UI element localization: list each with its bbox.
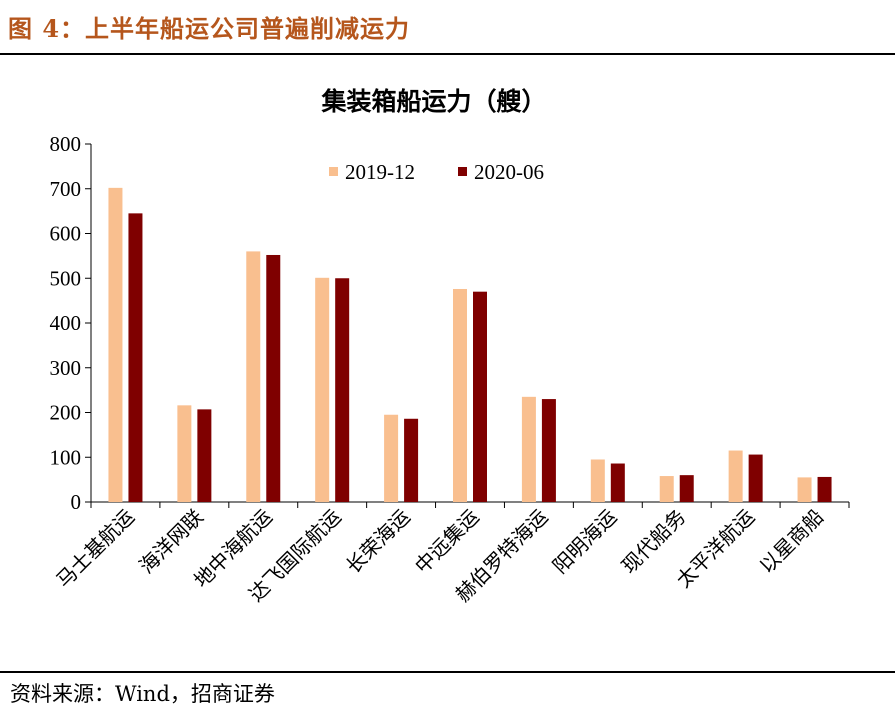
bar-2020-06 xyxy=(335,278,350,502)
bar-2020-06 xyxy=(679,475,694,502)
bar-2020-06 xyxy=(748,454,763,502)
bottom-rule xyxy=(0,671,895,673)
x-category-label: 马士基航运 xyxy=(51,505,139,593)
bar-2019-12 xyxy=(384,414,399,502)
bar-2019-12 xyxy=(590,459,605,502)
bar-2020-06 xyxy=(266,254,281,502)
bar-2019-12 xyxy=(108,187,123,503)
legend-label: 2019-12 xyxy=(345,160,415,184)
y-tick-label: 500 xyxy=(50,266,82,290)
source-note: 资料来源：Wind，招商证券 xyxy=(10,682,275,706)
chart-title: 集装箱船运力（艘） xyxy=(320,87,546,116)
bar-2019-12 xyxy=(177,405,192,502)
bar-2020-06 xyxy=(404,418,419,502)
y-tick-label: 800 xyxy=(50,132,82,156)
bar-2020-06 xyxy=(817,476,832,502)
y-tick-label: 400 xyxy=(50,311,82,335)
y-tick-label: 200 xyxy=(50,401,82,425)
y-tick-label: 100 xyxy=(50,445,82,469)
bar-2019-12 xyxy=(521,396,536,502)
bar-2019-12 xyxy=(246,251,261,502)
legend-swatch xyxy=(329,167,338,176)
bars xyxy=(108,187,832,503)
bar-2020-06 xyxy=(197,409,212,502)
bar-2020-06 xyxy=(128,213,143,503)
figure-title: 图 4：上半年船运公司普遍削减运力 xyxy=(8,14,411,43)
x-category-label: 阳明海运 xyxy=(548,505,622,579)
top-rule xyxy=(0,53,895,55)
bar-2020-06 xyxy=(473,291,487,502)
x-category-label: 以星商船 xyxy=(755,505,829,579)
bar-2020-06 xyxy=(610,463,625,502)
y-tick-label: 600 xyxy=(50,222,82,246)
legend-swatch xyxy=(458,167,467,176)
y-tick-label: 700 xyxy=(50,177,82,201)
y-tick-label: 300 xyxy=(50,356,82,380)
x-category-label: 长荣海运 xyxy=(341,505,415,579)
bar-2019-12 xyxy=(659,476,674,502)
y-tick-label: 0 xyxy=(71,490,82,514)
legend-label: 2020-06 xyxy=(474,160,544,184)
legend: 2019-12 2020-06 xyxy=(329,160,544,184)
bar-2019-12 xyxy=(315,277,330,502)
bar-2020-06 xyxy=(541,399,556,502)
axes: 0100200300400500600700800马士基航运海洋网联地中海航运达… xyxy=(50,132,850,606)
bar-2019-12 xyxy=(728,450,743,502)
bar-2019-12 xyxy=(453,288,467,502)
bar-chart: 集装箱船运力（艘） 0 100 200 300 400 500 600 700 800 马士基航运… xyxy=(50,87,850,606)
bar-2019-12 xyxy=(797,477,812,502)
